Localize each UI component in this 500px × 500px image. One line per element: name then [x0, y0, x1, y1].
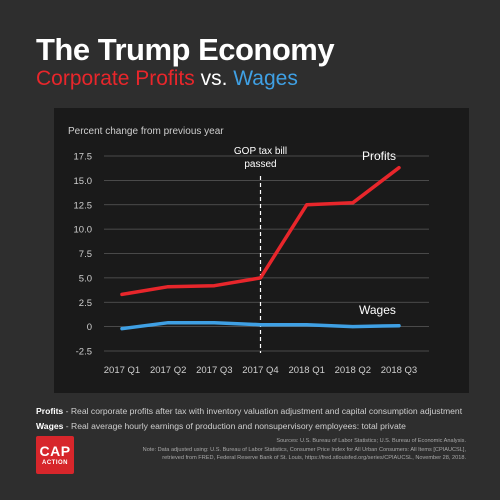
note-line: Note: Data adjusted using: U.S. Bureau o… [142, 446, 466, 453]
y-tick-label: 10.0 [74, 225, 93, 236]
subtitle-wages: Wages [233, 67, 298, 90]
x-tick-label: 2018 Q1 [288, 365, 324, 376]
profits-point [259, 276, 262, 280]
footnote-profits-text: - Real corporate profits after tax with … [63, 406, 463, 416]
footnote-profits-label: Profits [36, 406, 64, 416]
wages-series-label: Wages [359, 303, 396, 317]
page-subtitle: Corporate Profits vs. Wages [36, 68, 298, 89]
profits-point [212, 284, 216, 288]
y-tick-label: 15.0 [74, 176, 93, 187]
y-tick-label: 5.0 [79, 273, 92, 284]
profits-point [351, 201, 355, 205]
chart-panel: Percent change from previous year 17.5 15.… [54, 108, 469, 393]
logo-line1: CAP [39, 443, 71, 459]
wages-point [351, 325, 355, 329]
profits-series-label: Profits [362, 149, 396, 163]
y-tick-label: 2.5 [79, 298, 92, 309]
x-tick-label: 2018 Q2 [335, 365, 371, 376]
subtitle-profits: Corporate Profits [36, 67, 195, 90]
x-tick-label: 2018 Q3 [381, 365, 417, 376]
profits-point [305, 203, 309, 207]
note-line-2: retrieved from FRED, Federal Reserve Ban… [162, 455, 466, 462]
line-chart: Percent change from previous year 17.5 15.… [68, 126, 429, 376]
y-tick-label: -2.5 [76, 347, 92, 358]
wages-point [120, 327, 124, 331]
logo-line2: ACTION [42, 460, 68, 466]
page-title: The Trump Economy [36, 32, 335, 67]
wages-point [166, 321, 170, 325]
y-tick-label: 17.5 [74, 152, 93, 163]
annotation-text: GOP tax bill [234, 146, 287, 157]
profits-point [166, 285, 170, 289]
wages-point [305, 323, 309, 327]
profits-point [397, 166, 401, 170]
footnote-wages-text: - Real average hourly earnings of produc… [63, 421, 406, 432]
footnote-wages: Wages - Real average hourly earnings of … [36, 419, 476, 434]
wages-point [397, 324, 401, 328]
footnotes: Profits - Real corporate profits after t… [36, 404, 476, 434]
footnote-profits: Profits - Real corporate profits after t… [36, 404, 476, 419]
y-axis-label: Percent change from previous year [68, 126, 224, 137]
x-tick-label: 2017 Q2 [150, 365, 186, 376]
wages-point [259, 323, 262, 327]
x-tick-label: 2017 Q4 [242, 365, 278, 376]
y-tick-label: 7.5 [79, 249, 92, 260]
sources-line: Sources: U.S. Bureau of Labor Statistics… [276, 438, 466, 444]
footnote-wages-label: Wages [36, 421, 64, 432]
sources-note: Sources: U.S. Bureau of Labor Statistics… [143, 437, 466, 463]
x-tick-label: 2017 Q1 [104, 365, 140, 376]
y-tick-label: 0 [87, 322, 92, 333]
x-tick-label: 2017 Q3 [196, 365, 232, 376]
annotation-text: passed [244, 159, 276, 170]
subtitle-vs: vs. [194, 67, 234, 90]
wages-point [212, 321, 216, 325]
y-tick-label: 12.5 [74, 200, 93, 211]
profits-point [120, 292, 124, 296]
cap-action-logo: CAP ACTION [36, 436, 74, 474]
